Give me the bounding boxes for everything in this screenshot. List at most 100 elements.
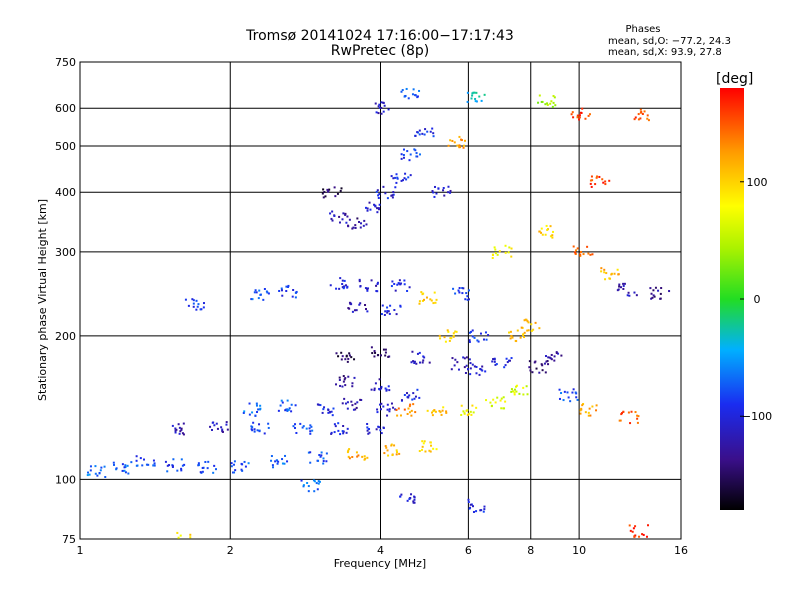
- data-point: [202, 306, 205, 309]
- data-point: [451, 357, 454, 360]
- x-tick-label: 4: [377, 544, 384, 557]
- data-point: [391, 454, 394, 457]
- data-point: [618, 419, 621, 422]
- data-point: [386, 310, 389, 313]
- data-point: [416, 131, 419, 134]
- data-point: [94, 472, 97, 475]
- data-point: [491, 360, 494, 363]
- data-point: [135, 464, 138, 467]
- data-point: [307, 490, 310, 493]
- data-point: [428, 449, 431, 452]
- data-point: [507, 251, 510, 254]
- data-point: [503, 366, 506, 369]
- data-point: [468, 507, 471, 510]
- data-point: [584, 411, 587, 414]
- data-point: [195, 308, 198, 311]
- data-point: [373, 203, 376, 206]
- data-point: [433, 195, 436, 198]
- data-point: [335, 352, 338, 355]
- data-point: [265, 290, 268, 293]
- data-point: [595, 409, 598, 412]
- data-point: [256, 410, 259, 413]
- data-point: [257, 408, 260, 411]
- data-point: [413, 496, 416, 499]
- data-point: [391, 196, 394, 199]
- data-point: [646, 114, 649, 117]
- data-point: [418, 300, 421, 303]
- data-point: [250, 298, 253, 301]
- data-point: [123, 466, 126, 469]
- data-point: [546, 360, 549, 363]
- data-point: [434, 410, 437, 413]
- data-point: [600, 267, 603, 270]
- phases-heading: Phases: [625, 24, 660, 35]
- data-point: [377, 197, 380, 200]
- data-point: [171, 466, 174, 469]
- data-point: [124, 471, 127, 474]
- data-point: [397, 407, 400, 410]
- data-point: [241, 469, 244, 472]
- data-point: [603, 268, 606, 271]
- data-point: [432, 135, 435, 138]
- data-point: [377, 354, 380, 357]
- data-point: [498, 250, 501, 253]
- data-point: [345, 355, 348, 358]
- data-point: [281, 458, 284, 461]
- data-point: [527, 329, 530, 332]
- data-point: [466, 100, 469, 103]
- data-point: [413, 498, 416, 501]
- data-point: [366, 422, 369, 425]
- data-point: [189, 533, 192, 536]
- data-point: [180, 428, 183, 431]
- data-point: [447, 185, 450, 188]
- data-point: [347, 307, 350, 310]
- data-point: [380, 313, 383, 316]
- data-point: [579, 111, 582, 114]
- data-point: [322, 196, 325, 199]
- data-point: [489, 401, 492, 404]
- data-point: [500, 407, 503, 410]
- data-point: [339, 189, 342, 192]
- data-point: [377, 425, 380, 428]
- data-point: [471, 404, 474, 407]
- data-point: [549, 102, 552, 105]
- data-point: [526, 393, 529, 396]
- data-point: [650, 297, 653, 300]
- data-point: [385, 388, 388, 391]
- data-point: [392, 193, 395, 196]
- data-point: [508, 359, 511, 362]
- data-point: [389, 304, 392, 307]
- data-point: [294, 427, 297, 430]
- data-point: [431, 411, 434, 414]
- data-point: [527, 321, 530, 324]
- data-point: [378, 378, 381, 381]
- data-point: [494, 248, 497, 251]
- data-point: [463, 366, 466, 369]
- data-point: [342, 375, 345, 378]
- data-point: [581, 404, 584, 407]
- data-point: [409, 153, 412, 156]
- data-point: [180, 458, 183, 461]
- data-point: [210, 428, 213, 431]
- data-point: [317, 403, 320, 406]
- data-point: [257, 297, 260, 300]
- data-point: [475, 510, 478, 513]
- data-point: [413, 148, 416, 151]
- data-point: [327, 408, 330, 411]
- data-point: [467, 501, 470, 504]
- data-point: [438, 334, 441, 337]
- data-point: [567, 396, 570, 399]
- data-point: [439, 411, 442, 414]
- data-point: [98, 471, 101, 474]
- data-point: [225, 423, 228, 426]
- data-point: [310, 425, 313, 428]
- data-point: [422, 359, 425, 362]
- data-point: [180, 427, 183, 430]
- data-point: [139, 457, 142, 460]
- data-point: [478, 373, 481, 376]
- data-point: [598, 175, 601, 178]
- data-point: [370, 279, 373, 282]
- data-point: [421, 361, 424, 364]
- data-point: [457, 368, 460, 371]
